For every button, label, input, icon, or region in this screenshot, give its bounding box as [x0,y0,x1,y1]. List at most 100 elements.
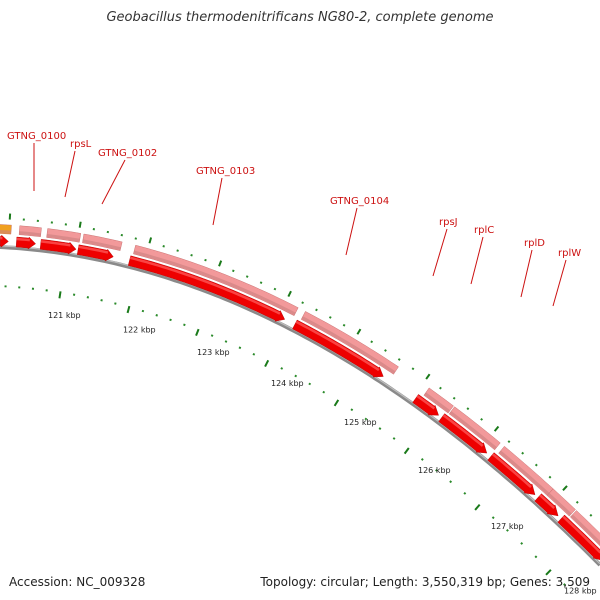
minor-tick [466,407,470,411]
gene-feature [448,406,501,451]
minor-tick [548,475,552,479]
gene-feature-shade [424,392,451,413]
cds-arrow-highlight [16,237,30,242]
minor-tick [370,340,374,344]
gene-feature-shade [46,234,80,242]
major-tick [562,485,568,492]
minor-tick [224,340,228,343]
kbp-tick-label: 121 kbp [48,311,81,320]
kbp-tick-label: 125 kbp [344,418,377,427]
major-tick [148,237,153,244]
outer-tick-track [8,213,593,517]
kbp-tick-label: 123 kbp [197,348,230,357]
cds-arrow-highlight [491,453,532,488]
cds-arrow [438,413,488,454]
minor-tick [392,437,396,440]
gene-label: GTNG_0104 [330,196,389,207]
major-tick [403,447,410,455]
cds-arrow-highlight [129,256,281,315]
minor-tick [534,463,538,467]
kbp-tick-label: 127 kbp [491,522,524,531]
major-tick [333,399,340,407]
minor-tick [204,258,207,262]
cds-arrow-highlight [0,236,3,240]
accession-text: Accession: NC_009328 [9,575,146,589]
gene-label: GTNG_0103 [196,166,255,177]
minor-tick [491,516,495,520]
cds-arrow-highlight [78,245,109,254]
major-tick [493,425,500,432]
gene-feature-shade [570,514,600,546]
major-tick [126,305,131,314]
gene-feature-shade [0,229,12,234]
minor-tick [378,427,382,430]
cds-arrow [557,514,600,560]
minor-tick [176,249,179,252]
gene-label-leader [552,259,567,307]
minor-tick [273,287,277,291]
major-tick [218,260,223,267]
minor-tick [238,346,242,350]
minor-tick [190,253,193,257]
minor-tick [245,275,249,278]
cds-arrow [127,255,285,322]
cds-arrow [534,493,559,517]
cds-arrow-highlight [442,414,484,447]
gene-label-leader [520,249,533,298]
gene-label: rplD [524,238,545,249]
minor-tick [520,542,524,545]
gene-label-leader [64,150,76,198]
gene-feature-shade [499,450,550,496]
major-tick [195,328,200,337]
minor-tick [449,480,453,484]
minor-tick [301,301,304,305]
map-title: Geobacillus thermodenitrificans NG80-2, … [106,10,494,25]
cds-arrow-highlight [40,240,71,247]
minor-tick [141,309,145,313]
major-tick [287,290,292,298]
gene-feature-shade [547,492,572,516]
minor-tick [463,491,467,495]
minor-tick [589,513,593,517]
minor-tick [252,352,256,356]
minor-tick [521,451,525,455]
minor-tick [480,417,484,421]
kbp-tick-label: 128 kbp [564,586,597,595]
minor-tick [397,358,401,361]
gene-label-leader [345,207,358,256]
gene-label: GTNG_0100 [7,131,66,142]
gene-label-leader [212,177,223,226]
major-tick [78,221,82,228]
gene-label: rplC [474,225,494,236]
gene-label-leader [470,236,484,285]
minor-tick [232,269,235,273]
cds-arrow [292,319,384,378]
minor-tick [308,382,312,386]
gene-label-leaders [33,143,567,307]
minor-tick [162,245,165,248]
kbp-tick-label: 122 kbp [123,326,156,335]
minor-tick [259,281,263,285]
minor-tick [328,316,332,319]
backbone-highlight [0,245,600,565]
gene-feature-shade [449,411,497,450]
minor-tick [420,458,424,461]
minor-tick [183,323,186,327]
kbp-scale: 121 kbp 122 kbp 123 kbp 124 kbp 125 kbp 126 k… [48,311,597,595]
gene-label: rpsL [70,139,92,150]
major-tick [545,569,552,576]
minor-tick [342,323,346,327]
cds-arrow-highlight [416,395,436,410]
inner-tick-track [4,285,566,587]
minor-tick [439,386,442,390]
minor-tick [364,417,368,421]
cds-arrow [487,452,536,495]
minor-tick [575,500,579,504]
backbone-line [0,245,600,567]
major-tick [264,359,270,368]
minor-tick [294,374,298,378]
gene-feature [423,387,454,414]
kbp-tick-label: 126 kbp [418,466,451,475]
minor-tick [452,396,456,400]
